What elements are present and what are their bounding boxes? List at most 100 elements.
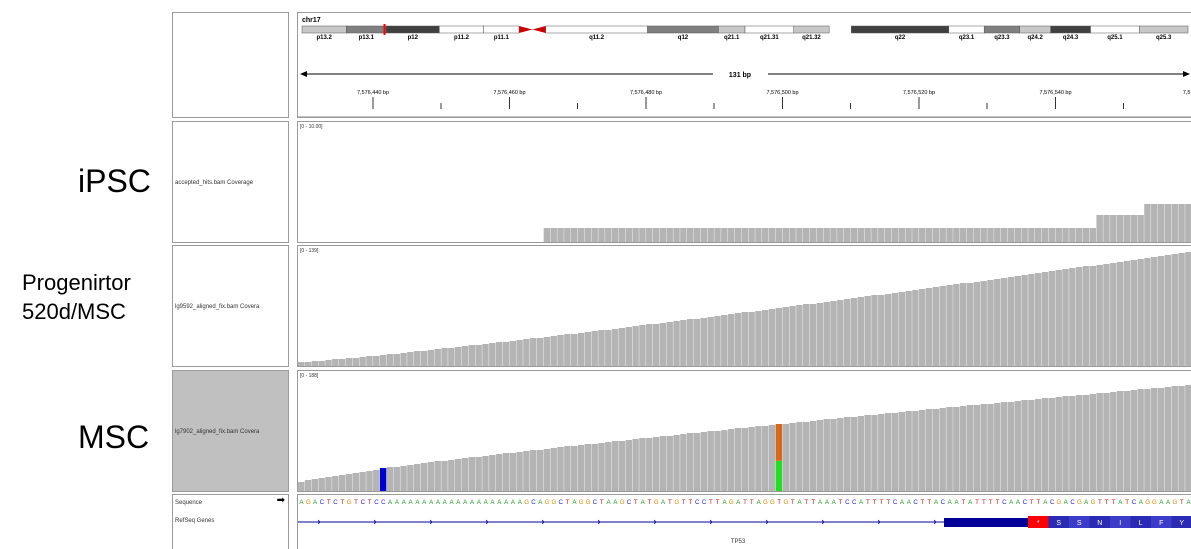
sequence-base: T <box>880 499 884 506</box>
coverage-track-msc[interactable]: [0 - 188] <box>297 370 1191 492</box>
coverage-bar <box>1123 261 1131 366</box>
coverage-bar <box>959 406 967 491</box>
track-name-panel-ipsc[interactable]: accepted_hits.bam Coverage <box>172 121 289 243</box>
coverage-bar <box>618 441 626 491</box>
amino-acid-block[interactable] <box>1069 516 1090 528</box>
coverage-bar <box>809 304 817 366</box>
coverage-bar <box>659 228 667 242</box>
cytoband[interactable] <box>301 25 347 34</box>
coverage-bar <box>803 228 810 242</box>
coverage-bar <box>946 407 953 491</box>
cytoband[interactable] <box>439 25 484 34</box>
coverage-bar <box>1096 215 1103 242</box>
ruler-tick-label: 7,576,5 <box>1183 90 1191 96</box>
coverage-track-ipsc[interactable]: [0 - 10.00] <box>297 121 1191 243</box>
coverage-bar <box>878 295 885 366</box>
cytoband[interactable] <box>983 25 1020 34</box>
coverage-bar <box>407 352 414 366</box>
coverage-bar <box>932 228 940 242</box>
amino-acid-block[interactable] <box>1130 516 1152 528</box>
cytoband[interactable] <box>793 25 830 34</box>
variant-bar-alt[interactable] <box>775 424 783 461</box>
amino-acid-block[interactable] <box>1171 516 1191 528</box>
coverage-bar <box>953 284 960 366</box>
sequence-base: C <box>1070 499 1075 506</box>
cytoband[interactable] <box>385 25 440 34</box>
cytoband[interactable] <box>647 25 719 34</box>
strand-chevron-icon <box>709 519 713 525</box>
cytoband[interactable] <box>851 25 950 34</box>
coverage-bar <box>1048 398 1056 491</box>
sequence-base: A <box>948 499 953 506</box>
coverage-bar <box>1110 392 1117 491</box>
cytoband[interactable] <box>1090 25 1140 34</box>
coverage-bar <box>864 296 871 366</box>
amino-acid-block[interactable] <box>1048 516 1070 528</box>
cytoband[interactable] <box>346 25 387 34</box>
coverage-bar <box>1028 274 1035 366</box>
variant-bar-ref[interactable] <box>775 460 783 491</box>
coverage-bar <box>632 326 639 366</box>
coverage-bar <box>816 228 824 242</box>
cytoband[interactable] <box>1050 25 1091 34</box>
sequence-base: T <box>1037 499 1041 506</box>
cytoband-label: q24.3 <box>1063 35 1079 41</box>
coverage-bar <box>741 428 749 491</box>
coverage-bar <box>570 446 578 491</box>
current-region-marker[interactable] <box>383 24 386 35</box>
cytoband[interactable] <box>948 25 985 34</box>
coverage-bar <box>1041 272 1049 366</box>
coverage-bar <box>625 327 632 366</box>
coverage-bar <box>557 335 564 366</box>
coverage-bar <box>639 325 646 366</box>
track-name-panel-progenitor[interactable]: lg9592_aligned_fix.bam Covera <box>172 245 289 367</box>
coverage-bar <box>1164 387 1172 491</box>
coverage-bar <box>994 403 1001 491</box>
coverage-bar <box>632 228 639 242</box>
coverage-bar <box>987 228 994 242</box>
sequence-base: A <box>572 499 577 506</box>
stop-codon[interactable] <box>1028 516 1049 528</box>
cytoband[interactable] <box>1139 25 1189 34</box>
coverage-bar <box>693 319 701 366</box>
cytoband[interactable] <box>545 25 648 34</box>
sequence-base: A <box>1159 499 1164 506</box>
cytoband[interactable] <box>1019 25 1051 34</box>
amino-acid-block[interactable] <box>1151 516 1172 528</box>
sequence-base: C <box>627 499 632 506</box>
sequence-base: G <box>1057 499 1062 506</box>
amino-acid-block[interactable] <box>1110 516 1131 528</box>
gene-name-label: TP53 <box>731 539 746 545</box>
cytoband[interactable] <box>718 25 746 34</box>
chromosome-ideogram[interactable]: p13.2 p13.1 p12 p11.2 p11.1 q11.2 q12 q21.1 q21.… <box>301 24 1189 41</box>
cytoband[interactable] <box>744 25 794 34</box>
coverage-bar <box>755 311 762 366</box>
coverage-bar <box>727 429 735 491</box>
coverage-bar <box>1185 204 1191 242</box>
amino-acid-label: Y <box>1179 520 1184 527</box>
region-width-label: 131 bp <box>729 72 751 79</box>
refseq-gene-track[interactable]: * S S N I L F Y <box>298 516 1191 528</box>
strand-chevron-icon <box>373 519 377 525</box>
variant-bar-low[interactable] <box>379 468 387 491</box>
cytoband[interactable] <box>483 25 520 34</box>
data-range-msc: [0 - 188] <box>300 373 319 379</box>
coverage-bar <box>925 288 933 366</box>
sequence-base: T <box>1125 499 1129 506</box>
ruler-tick-label: 7,576,440 bp <box>357 90 389 96</box>
sequence-base: T <box>634 499 638 506</box>
coverage-bar <box>714 316 721 366</box>
coverage-bar <box>1137 259 1144 366</box>
coverage-bar <box>994 279 1001 366</box>
coverage-bar <box>1075 395 1083 491</box>
coverage-bar <box>1171 204 1178 242</box>
coverage-track-progenitor[interactable]: [0 - 139] <box>297 245 1191 367</box>
strand-arrow-icon[interactable]: ➡ <box>276 495 285 506</box>
sequence-base: A <box>832 499 837 506</box>
amino-acid-block[interactable] <box>1089 516 1111 528</box>
track-name-panel-msc[interactable]: lg7902_aligned_fix.bam Covera <box>172 370 289 492</box>
coverage-bar <box>946 228 953 242</box>
gene-utr-block[interactable] <box>944 518 1028 527</box>
coverage-bar <box>707 317 714 366</box>
